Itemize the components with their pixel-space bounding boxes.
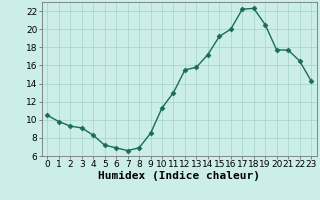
X-axis label: Humidex (Indice chaleur): Humidex (Indice chaleur) — [98, 171, 260, 181]
